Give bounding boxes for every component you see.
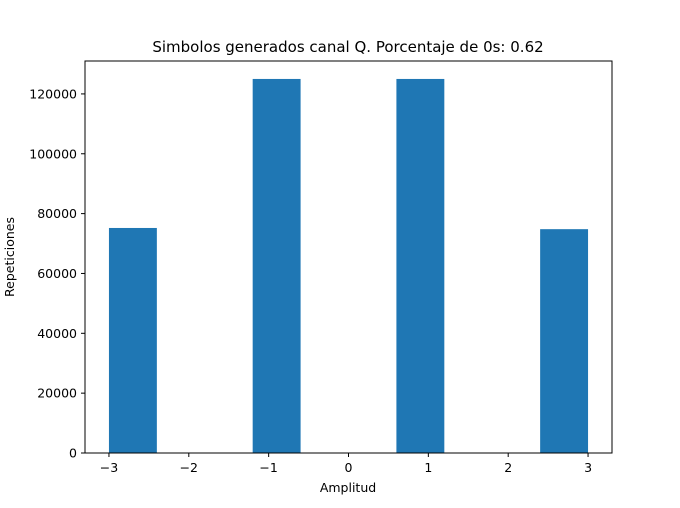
y-axis-ticks: 0 20000 40000 60000 80000 100000 120000 — [29, 86, 85, 461]
plot-frame — [84, 60, 613, 454]
bar-2 — [396, 78, 445, 453]
x-tick-label: −3 — [100, 460, 118, 475]
x-axis-ticks: −3 −2 −1 0 1 2 3 — [100, 453, 592, 475]
bars-group — [108, 78, 589, 453]
x-tick-label: 3 — [584, 460, 592, 475]
x-axis-label: Amplitud — [320, 480, 376, 495]
chart-title: Simbolos generados canal Q. Porcentaje d… — [152, 38, 543, 56]
x-tick-label: 1 — [424, 460, 432, 475]
x-tick-label: −1 — [259, 460, 277, 475]
x-tick-label: 0 — [345, 460, 353, 475]
bar-0 — [108, 227, 157, 453]
y-axis-label: Repeticiones — [2, 217, 17, 297]
x-tick-label: −2 — [180, 460, 198, 475]
y-tick-label: 40000 — [37, 326, 77, 341]
y-tick-label: 100000 — [29, 146, 77, 161]
y-tick-label: 0 — [69, 446, 77, 461]
y-tick-label: 80000 — [37, 206, 77, 221]
y-tick-label: 120000 — [29, 86, 77, 101]
bar-1 — [252, 78, 301, 453]
y-tick-label: 60000 — [37, 266, 77, 281]
x-tick-label: 2 — [504, 460, 512, 475]
bar-3 — [540, 229, 589, 453]
y-tick-label: 20000 — [37, 386, 77, 401]
